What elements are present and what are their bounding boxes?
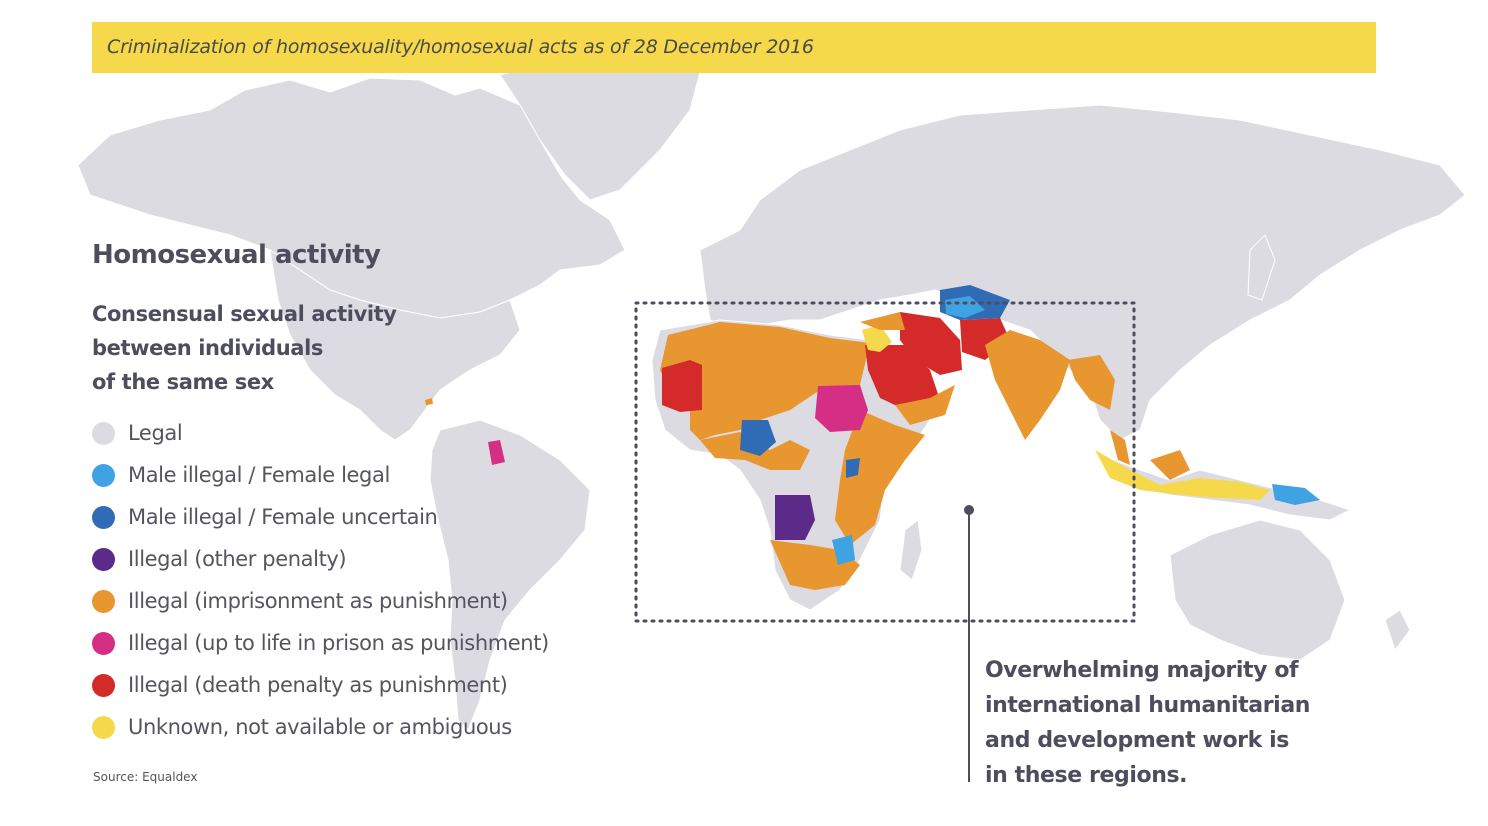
legend-swatch: [92, 631, 115, 655]
legend-label: Illegal (imprisonment as punishment): [128, 589, 508, 613]
callout-line: and development work is: [985, 728, 1289, 753]
callout-text: Overwhelming majority of international h…: [985, 653, 1325, 793]
legend-item-illegal-other: Illegal (other penalty): [92, 538, 549, 580]
legend-swatch: [92, 505, 115, 529]
land-australia: [1169, 519, 1346, 661]
land-new-zealand: [1384, 609, 1411, 652]
legend-swatch: [92, 463, 115, 487]
land-north-america-north: [77, 77, 626, 319]
legend-label: Male illegal / Female uncertain: [128, 505, 438, 529]
region-indonesia-yellow: [1095, 450, 1270, 500]
legend-label: Legal: [128, 421, 183, 445]
legend-list: Legal Male illegal / Female legal Male i…: [92, 412, 549, 748]
land-madagascar: [899, 519, 923, 581]
callout-marker: [964, 505, 974, 515]
region-turkey-orange: [860, 312, 905, 330]
legend-label: Illegal (death penalty as punishment): [128, 673, 508, 697]
country-nigeria-darkblue: [740, 420, 776, 456]
callout-line: international humanitarian: [985, 693, 1311, 718]
legend-item-unknown: Unknown, not available or ambiguous: [92, 706, 549, 748]
land-usa-mexico: [269, 248, 521, 441]
country-angola-purple: [775, 495, 815, 540]
land-japan: [1247, 234, 1276, 301]
legend-item-illegal-life-prison: Illegal (up to life in prison as punishm…: [92, 622, 549, 664]
callout-line: in these regions.: [985, 763, 1188, 788]
legend-heading: Homosexual activity: [92, 240, 381, 270]
legend-swatch: [92, 421, 115, 445]
legend-item-legal: Legal: [92, 412, 549, 454]
country-sudan-pink: [815, 385, 868, 432]
title-banner: Criminalization of homosexuality/homosex…: [92, 22, 1376, 73]
land-south-america: [429, 419, 591, 731]
legend-item-male-illegal-female-uncertain: Male illegal / Female uncertain: [92, 496, 549, 538]
legend-label: Male illegal / Female legal: [128, 463, 390, 487]
legend-label: Unknown, not available or ambiguous: [128, 715, 512, 739]
region-south-asia-orange: [985, 330, 1070, 440]
legend-swatch: [92, 589, 115, 613]
legend-subheading-line: Consensual sexual activity: [92, 302, 397, 326]
country-east-darkblue: [846, 458, 860, 478]
country-mozambique-lightblue: [832, 535, 855, 565]
region-borneo-orange: [1150, 450, 1190, 480]
legend-swatch: [92, 547, 115, 571]
legend-swatch: [92, 673, 115, 697]
legend-subheading: Consensual sexual activity between indiv…: [92, 297, 422, 399]
region-caribbean-orange: [425, 398, 433, 405]
region-malaysia-orange: [1110, 430, 1130, 465]
highlight-region-box: [634, 301, 1136, 623]
land-eurasia: [699, 104, 1466, 441]
country-mauritania-red: [662, 360, 702, 412]
legend-label: Illegal (up to life in prison as punishm…: [128, 631, 549, 655]
callout-line: Overwhelming majority of: [985, 658, 1299, 683]
region-myanmar-orange: [1068, 355, 1115, 410]
legend-label: Illegal (other penalty): [128, 547, 347, 571]
region-east-africa-orange: [835, 410, 925, 545]
legend-subheading-line: of the same sex: [92, 370, 274, 394]
legend-swatch: [92, 715, 115, 739]
country-iran-red: [900, 312, 962, 375]
region-north-africa-orange: [660, 322, 870, 440]
legend-item-illegal-death: Illegal (death penalty as punishment): [92, 664, 549, 706]
country-png-lightblue: [1272, 484, 1320, 505]
source-note: Source: Equaldex: [93, 770, 198, 784]
map-title: Criminalization of homosexuality/homosex…: [107, 36, 814, 58]
region-central-asia-lightblue: [945, 296, 985, 318]
legend-item-male-illegal-female-legal: Male illegal / Female legal: [92, 454, 549, 496]
region-levant-yellow: [862, 325, 892, 352]
region-yemen-oman-orange: [895, 385, 955, 425]
country-guyana-pink: [488, 440, 505, 465]
legend-subheading-line: between individuals: [92, 336, 323, 360]
legend-item-illegal-imprisonment: Illegal (imprisonment as punishment): [92, 580, 549, 622]
